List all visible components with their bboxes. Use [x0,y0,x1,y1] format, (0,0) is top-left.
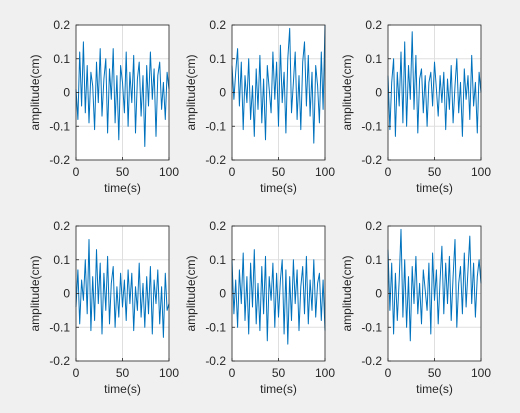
x-tick-label: 0 [73,165,80,179]
y-tick-label: 0.1 [209,52,226,66]
y-tick-label: 0.1 [365,253,382,267]
x-tick-label: 100 [159,165,179,179]
x-tick-label: 0 [385,366,392,380]
x-tick-label: 100 [315,165,335,179]
subplot-4: 0 50 100 -0.2 -0.1 0 0.1 0.2 time(s) amplitude(cm… [28,219,179,396]
y-tick-label: 0 [63,86,70,100]
y-tick-label: -0.1 [361,119,382,133]
x-axis-label: time(s) [260,181,297,195]
y-tick-label: -0.1 [205,320,226,334]
y-tick-label: 0 [219,86,226,100]
y-tick-label: -0.1 [205,119,226,133]
x-tick-label: 50 [428,165,442,179]
x-tick-label: 0 [73,366,80,380]
y-tick-label: -0.2 [49,153,70,167]
x-tick-label: 50 [116,366,130,380]
subplot-5: 0 50 100 -0.2 -0.1 0 0.1 0.2 time(s) amplitude(cm… [184,219,335,396]
y-tick-label: 0.2 [209,219,226,233]
y-tick-label: 0.1 [365,52,382,66]
y-tick-label: 0.1 [209,253,226,267]
subplot-1: 0 50 100 -0.2 -0.1 0 0.1 0.2 time(s) amplitude(cm… [28,18,179,195]
series-line [387,228,482,342]
x-tick-label: 50 [116,165,130,179]
y-tick-label: 0.1 [53,52,70,66]
y-axis-label: amplitude(cm) [184,255,198,331]
y-tick-label: 0.2 [365,18,382,32]
x-tick-label: 0 [229,366,236,380]
x-axis-label: time(s) [104,181,141,195]
x-tick-label: 50 [272,366,286,380]
y-tick-label: -0.1 [49,320,70,334]
subplot-2: 0 50 100 -0.2 -0.1 0 0.1 0.2 time(s) amplitude(cm… [184,18,335,195]
x-tick-label: 100 [159,366,179,380]
series-line [231,249,326,345]
x-axis-label: time(s) [260,382,297,396]
x-tick-label: 50 [428,366,442,380]
series-line [387,31,482,137]
y-tick-label: -0.2 [49,354,70,368]
x-tick-label: 0 [385,165,392,179]
y-axis-label: amplitude(cm) [340,54,354,130]
y-tick-label: 0.1 [53,253,70,267]
series-line [231,24,326,144]
y-tick-label: -0.2 [361,153,382,167]
y-tick-label: 0 [375,287,382,301]
y-tick-label: 0.2 [209,18,226,32]
y-axis-label: amplitude(cm) [28,54,42,130]
y-tick-label: 0 [63,287,70,301]
x-tick-label: 0 [229,165,236,179]
y-axis-label: amplitude(cm) [340,255,354,331]
x-axis-label: time(s) [416,382,453,396]
y-tick-label: 0 [375,86,382,100]
y-axis-label: amplitude(cm) [28,255,42,331]
y-tick-label: 0.2 [53,18,70,32]
y-tick-label: -0.2 [205,354,226,368]
x-tick-label: 100 [471,165,491,179]
y-tick-label: 0.2 [365,219,382,233]
x-tick-label: 50 [272,165,286,179]
y-axis-label: amplitude(cm) [184,54,198,130]
x-tick-label: 100 [315,366,335,380]
y-tick-label: -0.2 [361,354,382,368]
y-tick-label: 0.2 [53,219,70,233]
series-line [75,239,170,338]
y-tick-label: -0.1 [361,320,382,334]
subplot-3: 0 50 100 -0.2 -0.1 0 0.1 0.2 time(s) amplitude(cm… [340,18,491,195]
series-line [75,41,170,147]
y-tick-label: -0.2 [205,153,226,167]
subplot-6: 0 50 100 -0.2 -0.1 0 0.1 0.2 time(s) amplitude(cm… [340,219,491,396]
x-axis-label: time(s) [104,382,141,396]
x-axis-label: time(s) [416,181,453,195]
y-tick-label: 0 [219,287,226,301]
y-tick-label: -0.1 [49,119,70,133]
x-tick-label: 100 [471,366,491,380]
